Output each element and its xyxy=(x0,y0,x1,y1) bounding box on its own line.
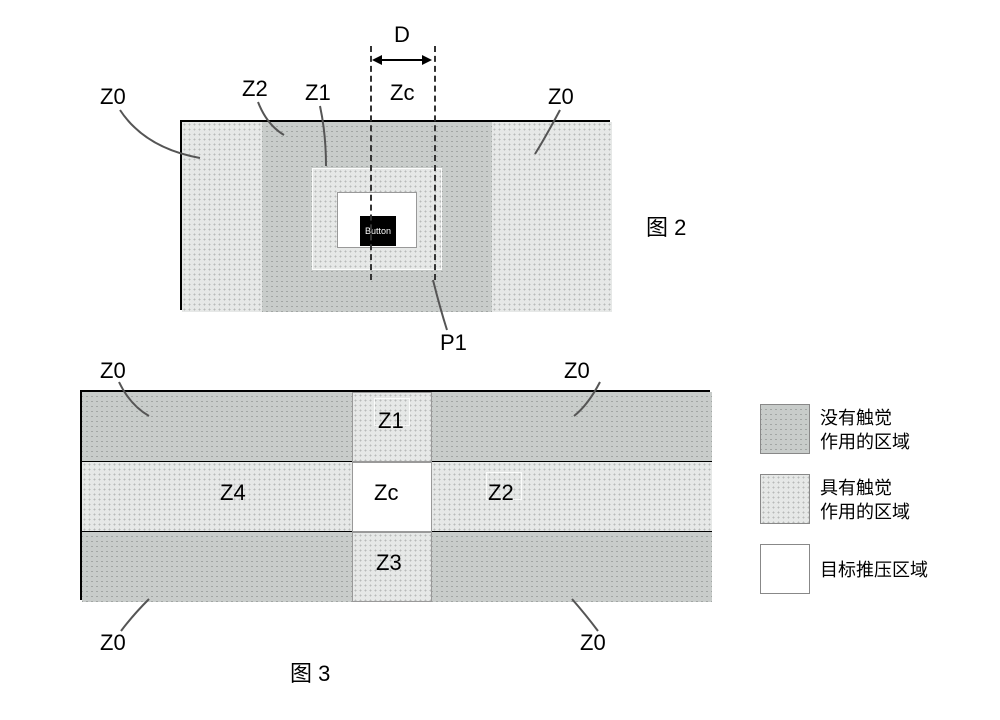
fig3-z4-label: Z4 xyxy=(220,480,246,506)
fig2-caption: 图 2 xyxy=(646,210,686,242)
lead-f3-tl xyxy=(115,380,155,420)
legend-3-line1: 目标推压区域 xyxy=(820,556,928,582)
lead-f3-tr xyxy=(570,380,610,420)
fig3-caption: 图 3 xyxy=(290,656,330,688)
fig3-z2-region xyxy=(432,462,712,532)
legend-swatch-2 xyxy=(760,474,810,524)
diagram-canvas: Button D Z0 Z2 Z1 Zc Z0 P1 图 2 xyxy=(20,20,980,700)
fig2-button-label: Button xyxy=(365,226,391,236)
legend-swatch-3 xyxy=(760,544,810,594)
legend-1-line2: 作用的区域 xyxy=(820,428,910,454)
lead-f3-bl xyxy=(115,595,155,635)
fig3-z0-br-region xyxy=(432,532,712,602)
fig3-z1-label: Z1 xyxy=(378,408,404,434)
legend-2-line2: 作用的区域 xyxy=(820,498,910,524)
fig2-zc-label: Zc xyxy=(390,80,414,106)
fig2-dash-right xyxy=(434,46,436,280)
fig3-z4-region xyxy=(82,462,352,532)
fig2-z2-label: Z2 xyxy=(242,76,268,102)
legend-1-line1: 没有触觉 xyxy=(820,404,892,430)
legend-2-line1: 具有触觉 xyxy=(820,474,892,500)
legend-swatch-1 xyxy=(760,404,810,454)
fig2-z0l-label: Z0 xyxy=(100,84,126,110)
lead-z0l xyxy=(115,108,205,168)
fig2-dash-left xyxy=(370,46,372,280)
fig2-z0r-label: Z0 xyxy=(548,84,574,110)
fig3-z2-label: Z2 xyxy=(488,480,514,506)
fig3-zc-label: Zc xyxy=(374,480,398,506)
lead-z2 xyxy=(252,100,292,140)
lead-f3-br xyxy=(568,595,608,635)
lead-p1 xyxy=(425,278,455,334)
fig3-z3-label: Z3 xyxy=(376,550,402,576)
fig2-button: Button xyxy=(360,216,396,246)
lead-z0r xyxy=(530,108,570,158)
lead-z1 xyxy=(316,104,346,169)
fig2-d-label: D xyxy=(394,22,410,48)
fig3-z0-bl-region xyxy=(82,532,352,602)
fig2-z1-label: Z1 xyxy=(305,80,331,106)
